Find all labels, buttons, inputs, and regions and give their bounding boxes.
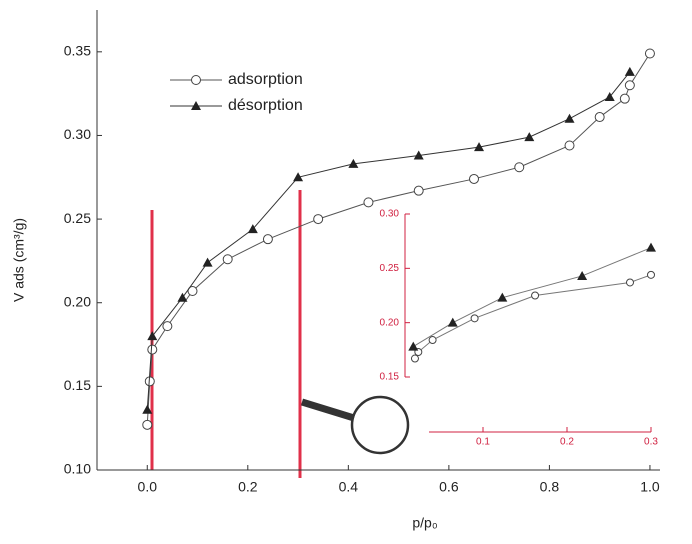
marker <box>646 242 656 252</box>
marker <box>619 93 630 104</box>
marker <box>531 291 540 300</box>
marker <box>413 185 424 196</box>
magnifier-handle <box>300 398 356 422</box>
marker <box>447 317 458 327</box>
marker <box>177 292 188 302</box>
marker <box>577 270 588 280</box>
x-tick-label: 1.0 <box>640 479 660 495</box>
marker <box>202 257 213 267</box>
x-tick-label: 0.2 <box>560 437 574 448</box>
marker <box>514 162 525 173</box>
marker <box>626 278 634 287</box>
x-tick-label: 0.6 <box>439 479 459 495</box>
x-tick-label: 0.1 <box>476 437 490 448</box>
marker <box>564 113 575 123</box>
marker <box>222 254 233 265</box>
inset: 0.1 0.2 0.3 0.15 0.20 0.25 0.30 <box>380 209 659 448</box>
marker <box>474 142 485 152</box>
marker <box>191 101 201 110</box>
y-axis-label: V ads (cm³/g) <box>11 218 27 302</box>
series-line <box>146 71 631 410</box>
marker <box>594 112 605 123</box>
x-tick-label: 0.2 <box>238 479 258 495</box>
marker <box>644 48 655 59</box>
marker <box>408 341 419 351</box>
marker <box>363 197 374 208</box>
y-tick-label: 0.10 <box>64 461 91 477</box>
marker <box>247 224 258 234</box>
marker <box>624 80 635 91</box>
marker <box>313 214 324 225</box>
y-tick-label: 0.30 <box>64 126 91 142</box>
marker <box>410 354 419 363</box>
y-tick-label: 0.20 <box>64 293 91 309</box>
marker <box>647 270 655 279</box>
marker <box>413 150 424 160</box>
marker <box>469 173 480 184</box>
x-tick-label: 0.0 <box>138 479 158 495</box>
legend-label: adsorption <box>228 71 303 88</box>
y-tick-label: 0.25 <box>380 263 400 274</box>
x-axis-label: p/p₀ <box>412 515 437 531</box>
magnifier <box>350 395 410 455</box>
marker <box>293 172 304 182</box>
x-tick-label: 0.8 <box>540 479 560 495</box>
y-tick-label: 0.35 <box>64 43 91 59</box>
marker <box>142 419 153 430</box>
marker <box>191 75 201 85</box>
y-tick-label: 0.15 <box>64 377 91 393</box>
main-plot: 0.0 0.2 0.4 0.6 0.8 1.00.100.150.200.250.300.… <box>64 10 660 495</box>
y-tick-label: 0.25 <box>64 210 91 226</box>
series-line <box>414 274 652 359</box>
marker <box>142 404 153 414</box>
marker <box>428 336 437 345</box>
marker <box>348 158 359 168</box>
marker <box>470 314 479 323</box>
marker <box>604 91 615 101</box>
x-tick-label: 0.4 <box>339 479 359 495</box>
y-tick-label: 0.15 <box>380 372 400 383</box>
marker <box>162 321 173 332</box>
y-tick-label: 0.20 <box>380 317 400 328</box>
y-tick-label: 0.30 <box>380 209 400 220</box>
marker <box>187 286 198 297</box>
marker <box>147 344 158 355</box>
marker <box>147 331 158 341</box>
marker <box>524 132 535 142</box>
marker <box>564 140 575 151</box>
marker <box>497 292 508 302</box>
legend-label: désorption <box>228 97 303 114</box>
marker <box>624 66 635 76</box>
x-tick-label: 0.3 <box>644 437 658 448</box>
marker <box>262 234 273 245</box>
series-line <box>146 53 651 425</box>
